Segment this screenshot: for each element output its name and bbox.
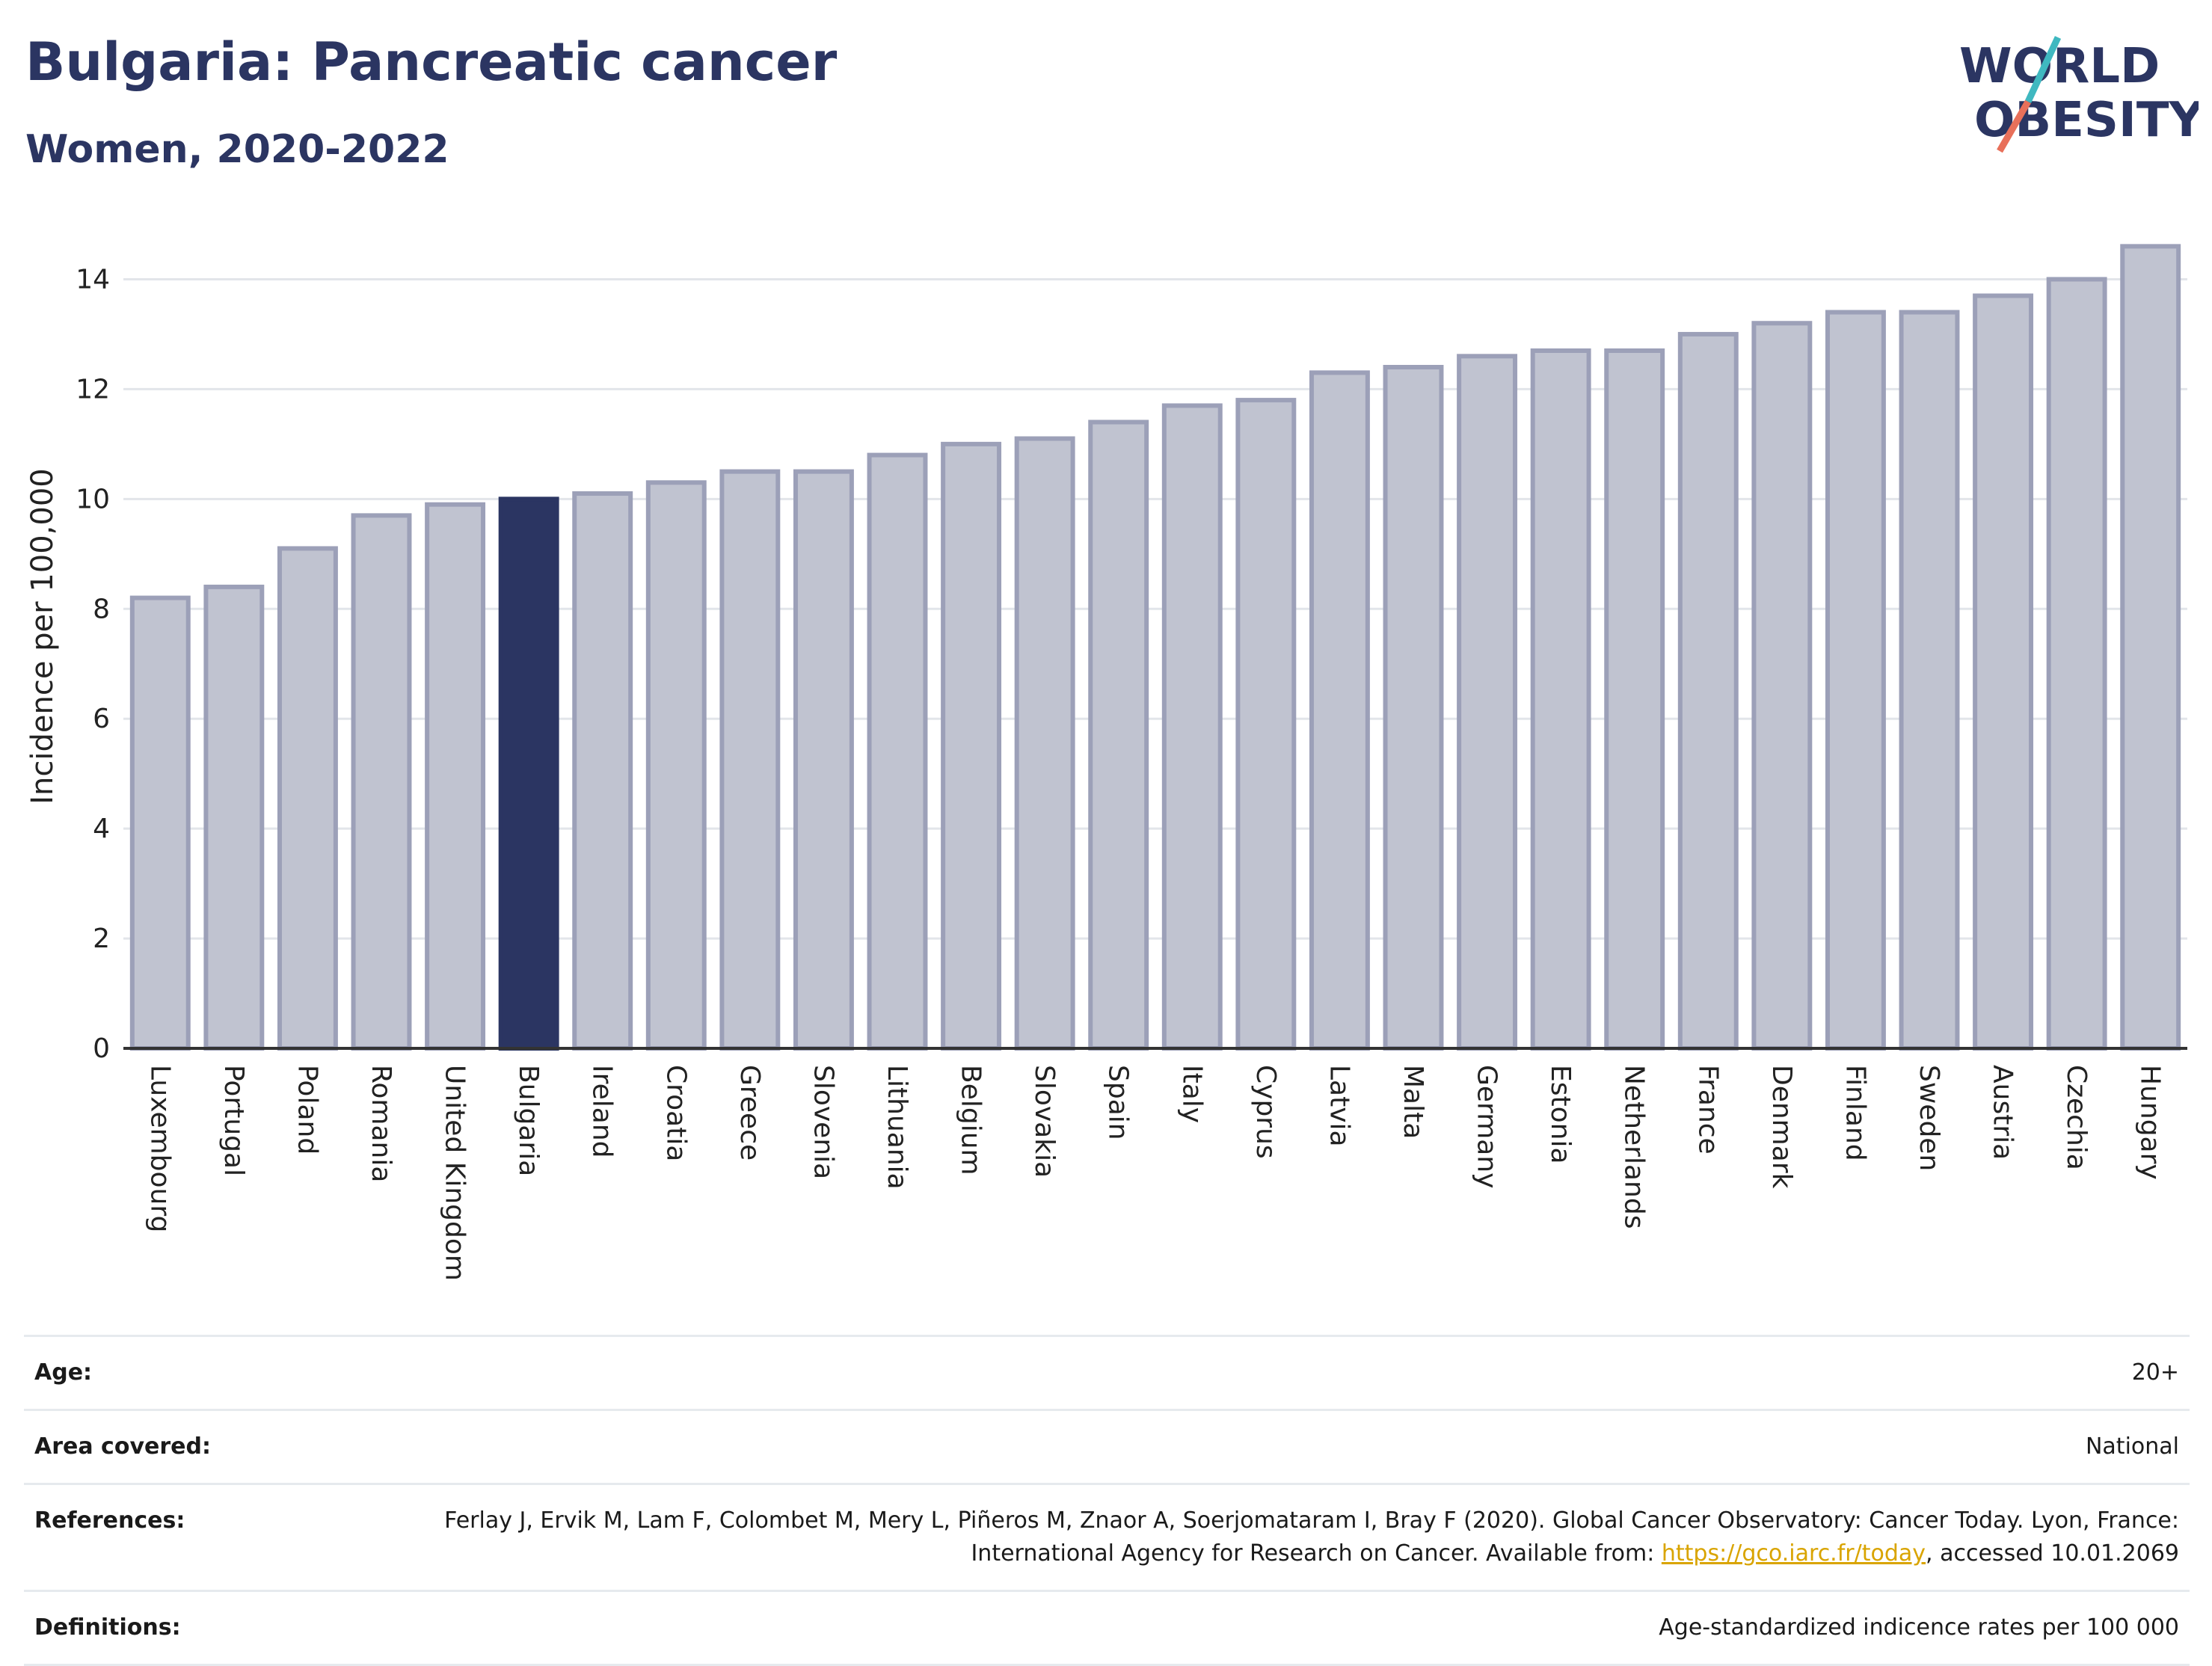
- meta-row-area: Area covered: National: [24, 1409, 2190, 1483]
- x-tick-label: Malta: [1398, 1065, 1428, 1139]
- page-title: Bulgaria: Pancreatic cancer: [25, 31, 838, 93]
- y-tick-label: 10: [76, 484, 110, 514]
- bar: [1235, 398, 1297, 1051]
- bar: [793, 469, 854, 1051]
- x-tick-label: Czechia: [2061, 1065, 2092, 1170]
- page-subtitle: Women, 2020-2022: [25, 127, 449, 172]
- bar: [719, 469, 781, 1051]
- x-tick-label: Sweden: [1914, 1065, 1944, 1171]
- meta-row-age: Age: 20+: [24, 1335, 2190, 1409]
- x-tick-label: Ireland: [587, 1065, 618, 1158]
- x-tick-label: Romania: [366, 1065, 396, 1182]
- references-text: Ferlay J, Ervik M, Lam F, Colombet M, Me…: [444, 1507, 2179, 1567]
- bar: [645, 480, 707, 1051]
- bar: [1825, 310, 1886, 1051]
- definitions-label: Definitions:: [34, 1614, 181, 1641]
- x-tick-label: Bulgaria: [513, 1065, 544, 1176]
- references-value: Ferlay J, Ervik M, Lam F, Colombet M, Me…: [422, 1504, 2179, 1570]
- definitions-value: Age-standardized indicence rates per 100…: [1659, 1614, 2179, 1641]
- bar: [1014, 436, 1075, 1051]
- y-tick-label: 8: [93, 594, 110, 624]
- x-tick-label: Italy: [1176, 1065, 1207, 1123]
- x-tick-label: Croatia: [660, 1065, 691, 1161]
- y-tick-label: 12: [76, 374, 110, 405]
- x-tick-label: Estonia: [1545, 1065, 1576, 1164]
- x-tick-label: Finland: [1840, 1065, 1870, 1161]
- x-tick-label: Cyprus: [1250, 1065, 1281, 1159]
- meta-row-references: References: Ferlay J, Ervik M, Lam F, Co…: [24, 1483, 2190, 1590]
- x-tick-label: Germany: [1472, 1065, 1502, 1188]
- x-tick-label: Hungary: [2135, 1065, 2166, 1180]
- x-tick-label: Poland: [292, 1065, 322, 1155]
- y-tick-label: 4: [93, 814, 110, 844]
- x-tick-label: Austria: [1988, 1065, 2018, 1160]
- bar-chart: 0 2 4 6 8 10 12 14 Incidence per 100,000 Luxembou…: [25, 244, 2187, 1281]
- world-obesity-logo: WORLD OBESITY: [1959, 36, 2199, 153]
- x-tick-label: France: [1692, 1065, 1723, 1155]
- y-axis-label: Incidence per 100,000: [25, 468, 60, 805]
- bar: [1604, 348, 1665, 1051]
- x-tick-label: Latvia: [1324, 1065, 1354, 1147]
- x-tick-label: Netherlands: [1619, 1065, 1650, 1229]
- x-tick-label: Lithuania: [882, 1065, 912, 1190]
- bar: [941, 441, 1002, 1051]
- bar: [351, 513, 412, 1051]
- metadata-table: Age: 20+ Area covered: National Referenc…: [24, 1335, 2190, 1666]
- logo-slash-teal: [2024, 36, 2062, 103]
- bar: [1899, 310, 1960, 1051]
- bar: [2046, 277, 2107, 1051]
- bar: [203, 584, 265, 1051]
- bar: [1751, 321, 1813, 1051]
- bar: [1161, 403, 1223, 1051]
- bar: [1383, 365, 1444, 1051]
- references-link[interactable]: https://gco.iarc.fr/today: [1661, 1540, 1926, 1567]
- x-tick-label: Luxembourg: [144, 1065, 175, 1232]
- bar: [867, 452, 928, 1051]
- x-tick-label: Portugal: [218, 1065, 249, 1176]
- y-tick-label: 0: [93, 1033, 110, 1064]
- bar: [1677, 331, 1739, 1051]
- y-tick-label: 2: [93, 923, 110, 954]
- age-value: 20+: [2131, 1359, 2179, 1386]
- area-value: National: [2085, 1433, 2179, 1460]
- bar: [1457, 354, 1518, 1051]
- age-label: Age:: [34, 1359, 93, 1386]
- x-tick-label: Greece: [734, 1065, 765, 1161]
- references-suffix: , accessed 10.01.2069: [1926, 1540, 2179, 1567]
- x-tick-label: Slovakia: [1029, 1065, 1060, 1178]
- x-tick-label: Denmark: [1766, 1065, 1797, 1189]
- bar: [277, 546, 338, 1051]
- logo-line-1: WORLD: [1959, 39, 2160, 94]
- x-tick-label: United Kingdom: [440, 1065, 470, 1281]
- bar: [1088, 419, 1149, 1051]
- logo-slash-coral: [1997, 99, 2031, 153]
- logo-line-2: OBESITY: [1974, 93, 2199, 148]
- bar: [2120, 244, 2181, 1051]
- x-tick-label: Belgium: [956, 1065, 986, 1175]
- x-tick-label: Slovenia: [808, 1065, 838, 1179]
- bar: [498, 497, 559, 1051]
- bar: [1530, 348, 1591, 1051]
- bar: [1973, 293, 2034, 1051]
- references-label: References:: [34, 1507, 185, 1534]
- y-tick-label: 14: [76, 264, 110, 295]
- bar: [572, 491, 633, 1051]
- area-label: Area covered:: [34, 1433, 211, 1460]
- bar: [1309, 370, 1370, 1051]
- y-tick-label: 6: [93, 704, 110, 734]
- x-tick-label: Spain: [1103, 1065, 1134, 1140]
- bar: [425, 502, 486, 1051]
- bar: [129, 595, 191, 1051]
